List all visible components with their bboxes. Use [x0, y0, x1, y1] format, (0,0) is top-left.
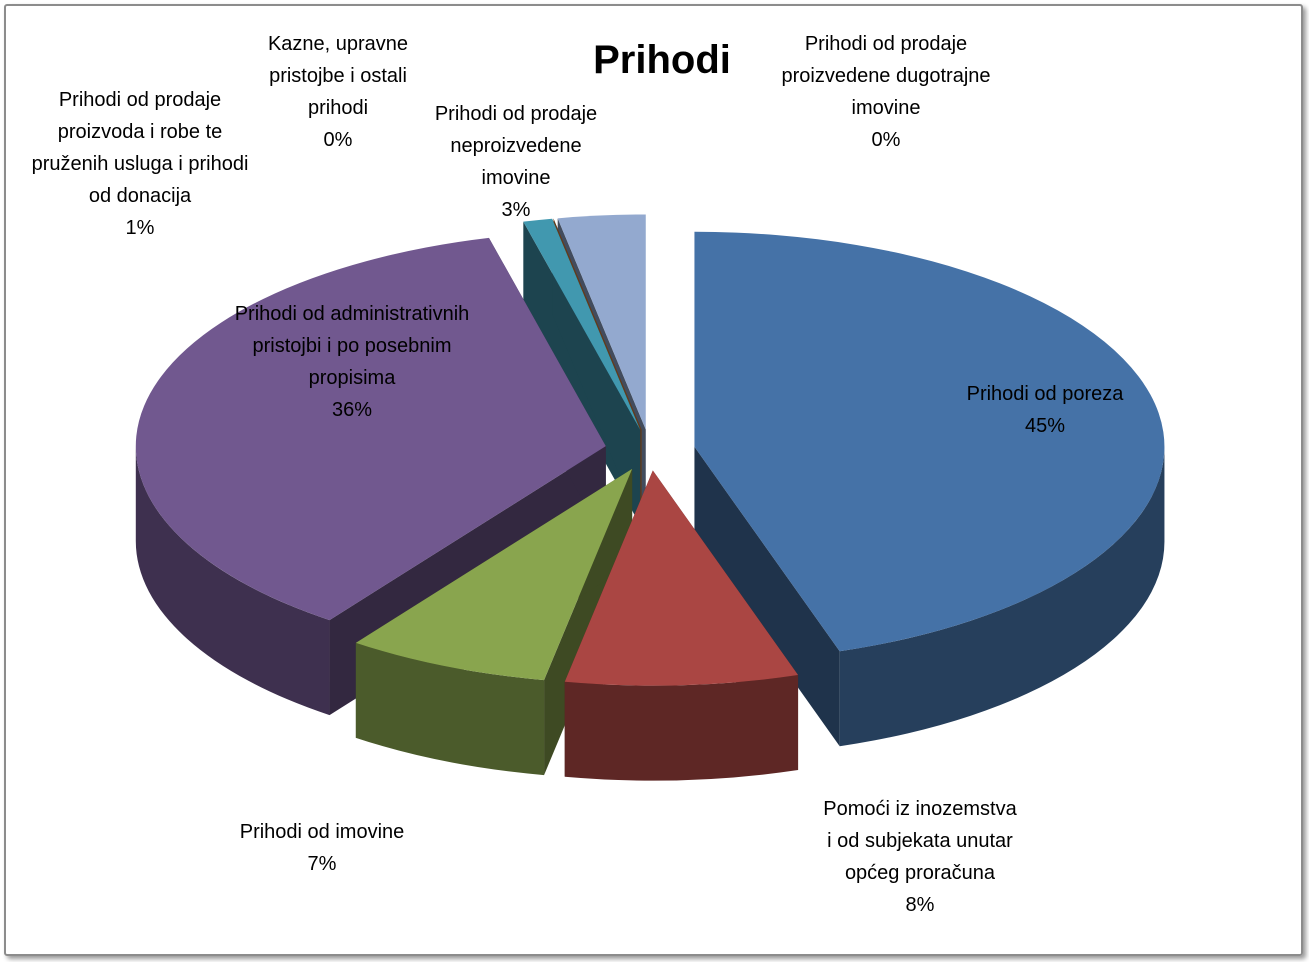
- data-label: Pomoći iz inozemstva i od subjekata unut…: [820, 793, 1020, 921]
- slice-percent: 8%: [905, 894, 935, 916]
- data-label: Prihodi od imovine 7%: [202, 816, 442, 880]
- slice-side: [135, 446, 330, 716]
- slice: [564, 470, 799, 686]
- slice-name: Kazne, upravne pristojbe i ostali prihod…: [267, 33, 409, 119]
- data-label: Kazne, upravne pristojbe i ostali prihod…: [243, 28, 433, 156]
- slice-name: Prihodi od prodaje proizvoda i robe te p…: [31, 89, 249, 207]
- data-label: Prihodi od prodaje proizvoda i robe te p…: [25, 84, 255, 244]
- slice: [355, 468, 633, 681]
- slice: [523, 218, 641, 430]
- chart-frame: [4, 4, 1303, 956]
- slice-percent: 3%: [501, 199, 531, 221]
- slice-percent: 7%: [307, 853, 337, 875]
- chart-title: Prihodi: [593, 38, 731, 82]
- data-label: Prihodi od administrativnih pristojbi i …: [232, 298, 472, 426]
- slice-name: Prihodi od administrativnih pristojbi i …: [234, 303, 470, 389]
- slice-percent: 0%: [323, 129, 353, 151]
- slice-name: Prihodi od prodaje neproizvedene imovine: [434, 103, 598, 189]
- slice-percent: 0%: [871, 129, 901, 151]
- slice: [135, 237, 606, 621]
- slice-name: Prihodi od imovine: [239, 821, 405, 843]
- slice-side: [694, 446, 840, 747]
- slice-percent: 36%: [331, 399, 373, 421]
- slice-name: Pomoći iz inozemstva i od subjekata unut…: [823, 798, 1017, 884]
- data-label: Prihodi od prodaje proizvedene dugotrajn…: [771, 28, 1001, 156]
- slice: [694, 231, 1165, 652]
- slice-name: Prihodi od poreza: [966, 383, 1124, 405]
- slice-side: [564, 675, 799, 781]
- slice-name: Prihodi od prodaje proizvedene dugotrajn…: [781, 33, 991, 119]
- data-label: Prihodi od prodaje neproizvedene imovine…: [431, 98, 601, 226]
- slice: [557, 214, 646, 430]
- slice-percent: 1%: [125, 217, 155, 239]
- slice-side: [355, 642, 545, 776]
- slice-side: [839, 446, 1165, 747]
- data-label: Prihodi od poreza 45%: [925, 378, 1165, 442]
- slice-percent: 45%: [1024, 415, 1066, 437]
